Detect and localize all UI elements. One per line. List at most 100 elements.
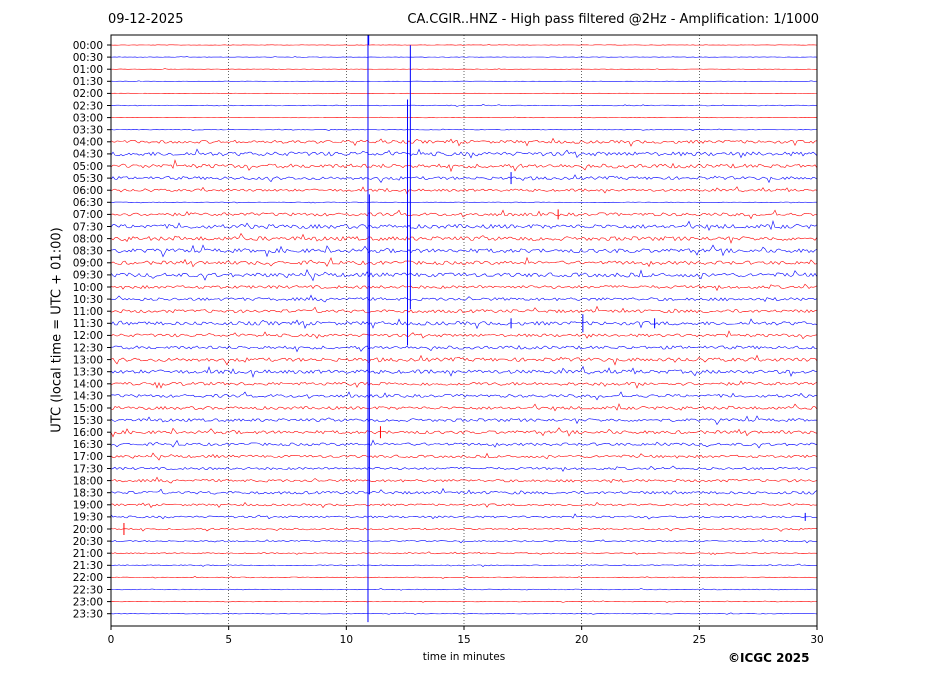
- chart-date: 09-12-2025: [108, 12, 184, 27]
- trace-1800: [110, 476, 818, 484]
- y-tick-label-1000: 10:00: [73, 282, 103, 294]
- y-tick-label-0400: 04:00: [73, 137, 103, 149]
- y-tick-label-0530: 05:30: [73, 173, 103, 185]
- y-tick-label-1100: 11:00: [73, 306, 103, 318]
- y-tick-label-1730: 17:30: [73, 463, 103, 475]
- trace-1130: [110, 318, 818, 330]
- y-tick-label-1400: 14:00: [73, 379, 103, 391]
- y-tick-label-2200: 22:00: [73, 572, 103, 584]
- x-tick-label-25: 25: [693, 634, 706, 646]
- y-tick-label-0730: 07:30: [73, 221, 103, 233]
- trace-1200: [110, 330, 818, 340]
- y-tick-label-1500: 15:00: [73, 403, 103, 415]
- trace-0430: [110, 148, 818, 159]
- y-tick-label-0130: 01:30: [73, 76, 103, 88]
- y-tick-label-1300: 13:00: [73, 354, 103, 366]
- trace-1300: [110, 354, 818, 366]
- trace-0700: [110, 209, 818, 220]
- trace-2230: [110, 588, 818, 591]
- y-tick-label-0000: 00:00: [73, 40, 103, 52]
- y-tick-label-2130: 21:30: [73, 560, 103, 572]
- trace-0100: [110, 68, 817, 70]
- y-tick-label-0600: 06:00: [73, 185, 103, 197]
- y-tick-label-1330: 13:30: [73, 367, 103, 379]
- plot-frame: [110, 34, 818, 627]
- trace-1230: [110, 344, 818, 353]
- trace-0000: [110, 44, 818, 46]
- trace-2100: [110, 551, 818, 555]
- y-tick-label-2330: 23:30: [73, 609, 103, 621]
- y-tick-label-2030: 20:30: [73, 536, 103, 548]
- trace-1100: [110, 305, 818, 314]
- trace-1000: [110, 283, 818, 292]
- trace-0600: [110, 186, 818, 195]
- x-tick-label-0: 0: [108, 634, 115, 646]
- y-tick-label-0700: 07:00: [73, 209, 103, 221]
- y-tick-label-0900: 09:00: [73, 258, 103, 270]
- chart-title: CA.CGIR..HNZ - High pass filtered @2Hz -…: [407, 12, 819, 27]
- y-tick-label-1530: 15:30: [73, 415, 103, 427]
- x-tick-label-5: 5: [225, 634, 232, 646]
- y-tick-label-0330: 03:30: [73, 125, 103, 137]
- y-tick-label-1900: 19:00: [73, 500, 103, 512]
- trace-0130: [110, 80, 818, 83]
- y-tick-label-0030: 00:30: [73, 52, 103, 64]
- trace-0300: [110, 116, 818, 119]
- y-tick-label-1700: 17:00: [73, 451, 103, 463]
- trace-0800: [110, 232, 818, 244]
- x-tick-label-15: 15: [457, 634, 470, 646]
- trace-0200: [110, 92, 817, 95]
- trace-0530: [110, 174, 818, 184]
- y-tick-label-1200: 12:00: [73, 330, 103, 342]
- trace-0830: [110, 244, 818, 258]
- trace-0630: [110, 201, 818, 204]
- y-tick-label-0300: 03:00: [73, 112, 103, 124]
- y-tick-label-0800: 08:00: [73, 233, 103, 245]
- trace-layer: [110, 44, 818, 615]
- y-tick-label-1600: 16:00: [73, 427, 103, 439]
- y-tick-label-0430: 04:30: [73, 149, 103, 161]
- trace-0900: [110, 256, 818, 268]
- trace-0230: [110, 104, 818, 107]
- trace-2200: [110, 576, 818, 579]
- trace-1530: [110, 415, 818, 426]
- x-tick-label-20: 20: [575, 634, 588, 646]
- x-tick-label-30: 30: [810, 634, 823, 646]
- trace-1830: [110, 487, 818, 495]
- y-tick-label-1230: 12:30: [73, 342, 103, 354]
- trace-1600: [110, 427, 818, 438]
- y-axis-label: UTC (local time = UTC + 01:00): [49, 227, 65, 433]
- y-tick-label-1130: 11:30: [73, 318, 103, 330]
- x-tick-label-10: 10: [340, 634, 353, 646]
- trace-1900: [110, 502, 818, 509]
- trace-2130: [110, 563, 818, 567]
- trace-0930: [110, 269, 818, 282]
- trace-2330: [110, 612, 818, 615]
- y-tick-label-0230: 02:30: [73, 100, 103, 112]
- y-tick-label-0930: 09:30: [73, 270, 103, 282]
- y-tick-label-0830: 08:30: [73, 246, 103, 258]
- trace-2300: [110, 600, 818, 603]
- trace-0730: [110, 219, 818, 231]
- y-tick-label-0200: 02:00: [73, 88, 103, 100]
- trace-2030: [110, 539, 818, 544]
- event-layer: [123, 35, 806, 623]
- y-tick-label-1830: 18:30: [73, 488, 103, 500]
- x-axis: 0 5 10 15 20 25 30: [108, 626, 824, 646]
- vertical-grid: [228, 35, 700, 626]
- y-tick-label-1930: 19:30: [73, 512, 103, 524]
- trace-0400: [110, 137, 818, 147]
- trace-1730: [110, 465, 818, 472]
- y-tick-label-0500: 05:00: [73, 161, 103, 173]
- y-tick-label-2300: 23:00: [73, 596, 103, 608]
- trace-2000: [110, 527, 818, 532]
- y-tick-label-1800: 18:00: [73, 475, 103, 487]
- trace-1400: [110, 380, 818, 389]
- trace-1930: [110, 513, 818, 520]
- trace-1030: [110, 294, 818, 303]
- trace-0500: [110, 159, 818, 173]
- copyright: ©ICGC 2025: [728, 651, 810, 665]
- y-tick-label-2230: 22:30: [73, 584, 103, 596]
- y-tick-label-0630: 06:30: [73, 197, 103, 209]
- y-tick-label-2000: 20:00: [73, 524, 103, 536]
